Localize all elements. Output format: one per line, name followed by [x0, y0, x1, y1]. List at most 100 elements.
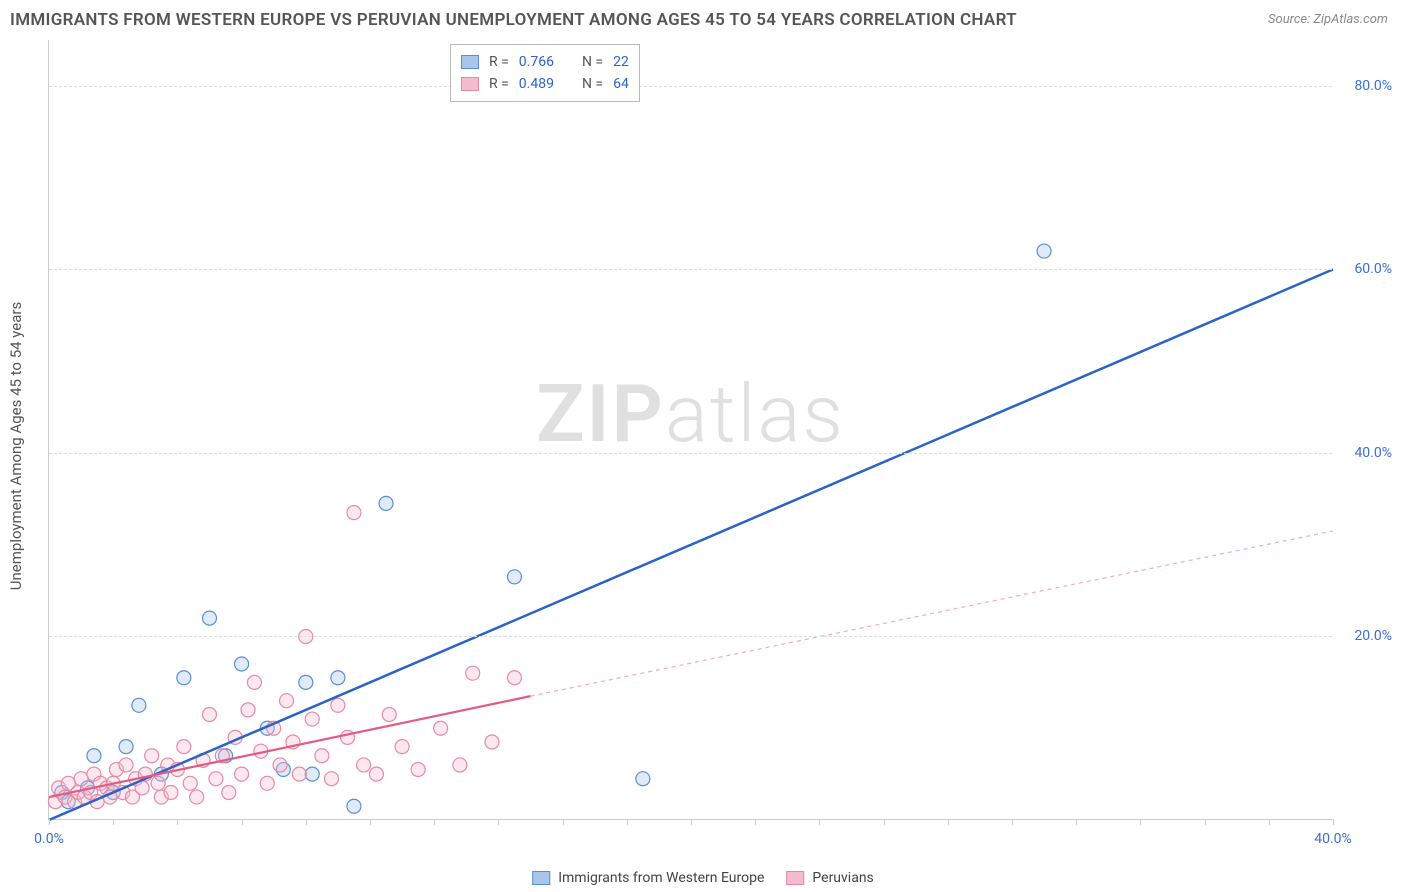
gridline-h [49, 269, 1332, 270]
x-tick [242, 819, 243, 825]
y-axis-label: Unemployment Among Ages 45 to 54 years [7, 302, 25, 590]
x-tick [434, 819, 435, 825]
data-point-peruvians [164, 785, 178, 799]
r-label: R = [489, 51, 509, 73]
data-point-western_europe [636, 772, 650, 786]
x-tick [1076, 819, 1077, 825]
data-point-peruvians [241, 703, 255, 717]
data-point-peruvians [203, 707, 217, 721]
data-point-western_europe [87, 749, 101, 763]
chart-title: IMMIGRANTS FROM WESTERN EUROPE VS PERUVI… [10, 10, 1017, 30]
data-point-western_europe [379, 496, 393, 510]
data-point-western_europe [119, 740, 133, 754]
data-point-peruvians [74, 772, 88, 786]
x-tick [819, 819, 820, 825]
n-value: 22 [613, 51, 629, 73]
r-value: 0.766 [519, 51, 554, 73]
data-point-peruvians [260, 776, 274, 790]
data-point-western_europe [331, 671, 345, 685]
data-point-peruvians [434, 721, 448, 735]
data-point-western_europe [235, 657, 249, 671]
swatch-icon [461, 55, 479, 69]
data-point-western_europe [177, 671, 191, 685]
data-point-western_europe [507, 570, 521, 584]
r-value: 0.489 [519, 73, 554, 95]
data-point-peruvians [222, 785, 236, 799]
x-tick [948, 819, 949, 825]
x-tick [498, 819, 499, 825]
data-point-peruvians [280, 694, 294, 708]
y-tick-label: 60.0% [1337, 261, 1392, 277]
x-tick [1140, 819, 1141, 825]
data-point-peruvians [190, 790, 204, 804]
x-tick [113, 819, 114, 825]
data-point-western_europe [347, 799, 361, 813]
swatch-icon [461, 77, 479, 91]
data-point-peruvians [382, 707, 396, 721]
legend-item-western_europe: Immigrants from Western Europe [532, 870, 764, 886]
x-tick [370, 819, 371, 825]
x-tick [1012, 819, 1013, 825]
n-label: N = [582, 51, 603, 73]
data-point-peruvians [315, 749, 329, 763]
swatch-icon [532, 871, 550, 885]
gridline-h [49, 636, 1332, 637]
x-tick [884, 819, 885, 825]
data-point-peruvians [247, 675, 261, 689]
x-tick [563, 819, 564, 825]
swatch-icon [786, 871, 804, 885]
data-point-peruvians [331, 698, 345, 712]
data-point-peruvians [466, 666, 480, 680]
data-point-peruvians [357, 758, 371, 772]
data-point-peruvians [119, 758, 133, 772]
data-point-peruvians [145, 749, 159, 763]
x-tick [627, 819, 628, 825]
trend-line [531, 531, 1334, 696]
y-tick-label: 20.0% [1337, 628, 1392, 644]
legend-row-peruvians: R = 0.489 N = 64 [461, 73, 629, 95]
x-tick [49, 819, 50, 825]
data-point-peruvians [453, 758, 467, 772]
data-point-peruvians [507, 671, 521, 685]
legend-label: Immigrants from Western Europe [558, 870, 764, 886]
x-tick [1333, 819, 1334, 825]
legend-item-peruvians: Peruvians [786, 870, 873, 886]
n-label: N = [582, 73, 603, 95]
x-tick [691, 819, 692, 825]
data-point-peruvians [347, 506, 361, 520]
x-tick [177, 819, 178, 825]
x-tick [1269, 819, 1270, 825]
data-point-peruvians [151, 776, 165, 790]
data-point-peruvians [209, 772, 223, 786]
x-tick [755, 819, 756, 825]
y-tick-label: 40.0% [1337, 445, 1392, 461]
x-tick-label: 0.0% [34, 831, 64, 847]
x-tick [306, 819, 307, 825]
gridline-h [49, 453, 1332, 454]
data-point-peruvians [273, 758, 287, 772]
source-label: Source: ZipAtlas.com [1268, 12, 1388, 27]
data-point-western_europe [305, 767, 319, 781]
data-point-western_europe [132, 698, 146, 712]
r-label: R = [489, 73, 509, 95]
data-point-western_europe [203, 611, 217, 625]
data-point-western_europe [299, 675, 313, 689]
data-point-western_europe [1037, 244, 1051, 258]
n-value: 64 [613, 73, 629, 95]
data-point-peruvians [395, 740, 409, 754]
x-tick-label: 40.0% [1314, 831, 1352, 847]
data-point-peruvians [183, 776, 197, 790]
gridline-h [49, 86, 1332, 87]
data-point-peruvians [292, 767, 306, 781]
data-point-peruvians [235, 767, 249, 781]
legend-label: Peruvians [812, 870, 873, 886]
legend-row-western_europe: R = 0.766 N = 22 [461, 51, 629, 73]
legend-series: Immigrants from Western Europe Peruvians [532, 870, 874, 886]
y-tick-label: 80.0% [1337, 78, 1392, 94]
x-tick [1205, 819, 1206, 825]
plot-area: ZIPatlas 20.0%40.0%60.0%80.0%0.0%40.0% [48, 40, 1332, 820]
data-point-peruvians [177, 740, 191, 754]
data-point-peruvians [411, 763, 425, 777]
chart-svg [49, 40, 1332, 819]
legend-correlation: R = 0.766 N = 22 R = 0.489 N = 64 [450, 44, 640, 102]
